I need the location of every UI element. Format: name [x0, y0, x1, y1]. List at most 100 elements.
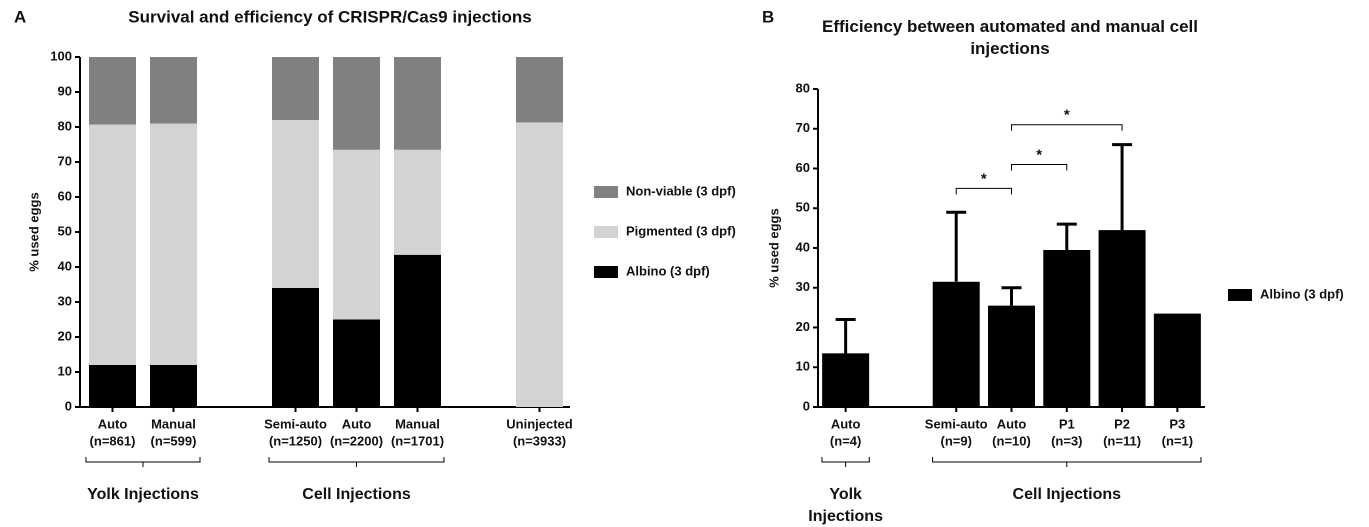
y-tick-label: 70 [58, 153, 72, 168]
legend-label: Non-viable (3 dpf) [626, 183, 736, 198]
bar-segment [516, 57, 563, 123]
bar-segment [89, 365, 136, 407]
x-tick-label: P2 [1114, 416, 1130, 431]
y-tick-label: 30 [796, 279, 810, 294]
error-bar [1001, 286, 1022, 306]
y-tick-label: 40 [796, 239, 810, 254]
bar [1153, 313, 1201, 407]
y-tick-label: 70 [796, 120, 810, 135]
x-tick-count: (n=3933) [513, 433, 566, 448]
x-tick-label: Auto [98, 416, 128, 431]
bar-segment [89, 57, 136, 125]
x-tick-count: (n=599) [151, 433, 197, 448]
x-tick-label: Auto [342, 416, 372, 431]
bar-segment [516, 122, 563, 407]
bar-segment [150, 123, 197, 365]
bar-segment [333, 57, 380, 150]
bar-segment [150, 365, 197, 407]
group-label: Cell Injections [302, 486, 411, 503]
y-tick-label: 30 [58, 293, 72, 308]
y-tick-label: 80 [796, 80, 810, 95]
y-axis-label: % used eggs [766, 208, 781, 287]
group-label: Yolk Injections [87, 486, 199, 503]
y-tick-label: 80 [58, 118, 72, 133]
legend-label: Pigmented (3 dpf) [626, 223, 736, 238]
y-tick-label: 10 [796, 359, 810, 374]
x-tick-count: (n=1) [1162, 433, 1193, 448]
bar-segment [394, 149, 441, 255]
x-tick-label: Auto [831, 416, 861, 431]
x-tick-count: (n=10) [992, 433, 1031, 448]
bar [988, 305, 1035, 407]
group-bracket [85, 457, 201, 467]
bar-segment [394, 57, 441, 150]
legend-swatch [594, 186, 618, 198]
legend-swatch [1228, 289, 1252, 301]
y-tick-label: 60 [796, 160, 810, 175]
bar-segment [394, 254, 441, 407]
y-tick-label: 50 [796, 200, 810, 215]
group-bracket [268, 457, 445, 467]
significance-label: * [1064, 107, 1070, 124]
x-tick-count: (n=4) [830, 433, 861, 448]
y-tick-label: 20 [58, 328, 72, 343]
x-tick-count: (n=11) [1103, 433, 1141, 448]
legend-swatch [594, 226, 618, 238]
group-bracket [932, 457, 1202, 467]
legend-label: Albino (3 dpf) [1260, 286, 1344, 301]
bar-segment [272, 57, 319, 120]
error-bar [1056, 222, 1077, 250]
group-label: Cell Injections [1013, 486, 1122, 503]
y-axis-label: % used eggs [26, 192, 41, 271]
chart-title: Efficiency between automated and manual … [822, 17, 1198, 58]
error-bar [835, 318, 856, 354]
y-tick-label: 60 [58, 188, 72, 203]
group-label: Yolk [829, 486, 862, 503]
bar-segment [272, 288, 319, 407]
bar [822, 353, 870, 407]
error-bar [1112, 143, 1133, 231]
bar-segment [150, 57, 197, 124]
y-tick-label: 0 [803, 398, 810, 413]
error-bar [946, 210, 967, 282]
x-tick-count: (n=9) [941, 433, 972, 448]
x-tick-count: (n=1250) [269, 433, 322, 448]
y-tick-label: 50 [58, 223, 72, 238]
significance-bracket [955, 187, 1012, 195]
panel-label: A [14, 7, 26, 26]
y-tick-label: 0 [65, 398, 72, 413]
x-tick-label: Auto [997, 416, 1027, 431]
bar-segment [333, 149, 380, 320]
x-tick-label: Manual [395, 416, 440, 431]
y-tick-label: 100 [50, 48, 72, 63]
y-tick-label: 40 [58, 258, 72, 273]
legend-swatch [594, 266, 618, 278]
x-tick-count: (n=3) [1051, 433, 1082, 448]
bar [1043, 249, 1091, 407]
bar [932, 281, 980, 407]
x-tick-label: P1 [1059, 416, 1075, 431]
legend-label: Albino (3 dpf) [626, 263, 710, 278]
bar-segment [272, 120, 319, 288]
panel-label: B [762, 7, 774, 26]
bar-segment [333, 319, 380, 407]
x-tick-count: (n=2200) [330, 433, 383, 448]
y-tick-label: 10 [58, 363, 72, 378]
chart-title: Survival and efficiency of CRISPR/Cas9 i… [128, 7, 531, 26]
significance-bracket [1011, 124, 1123, 131]
x-tick-count: (n=1701) [391, 433, 444, 448]
x-tick-label: Uninjected [506, 416, 573, 431]
x-tick-label: Semi-auto [925, 416, 988, 431]
significance-bracket [1011, 164, 1068, 171]
x-tick-label: Semi-auto [264, 416, 327, 431]
y-tick-label: 90 [58, 83, 72, 98]
bar-segment [89, 124, 136, 365]
y-tick-label: 20 [796, 319, 810, 334]
bar [1098, 230, 1146, 407]
significance-label: * [1036, 146, 1042, 163]
group-label: Injections [808, 508, 883, 525]
x-tick-count: (n=861) [90, 433, 136, 448]
significance-label: * [981, 170, 987, 187]
